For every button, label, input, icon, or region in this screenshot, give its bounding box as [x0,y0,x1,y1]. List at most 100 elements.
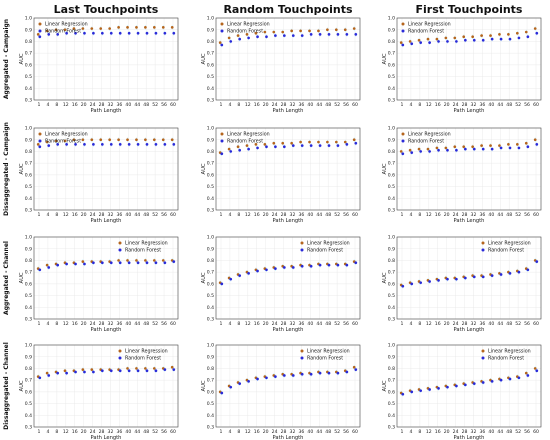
y-tick-label: 0.8 [207,258,214,264]
data-point [428,388,431,391]
x-tick-label: 28 [281,429,287,435]
data-point [256,35,259,39]
legend-entry: Linear Regression [227,22,270,28]
y-tick-label: 0.9 [25,137,32,143]
x-tick-label: 36 [479,429,485,435]
data-point [109,369,113,373]
data-point [56,371,60,375]
data-point [265,35,268,39]
y-tick-label: 0.6 [207,62,214,68]
data-point [462,35,466,39]
data-point [317,29,320,33]
x-tick-label: 40 [125,429,131,435]
plot-frame [396,236,542,320]
data-point [145,31,149,35]
legend-entry: Random Forest [307,248,343,254]
data-point [291,374,295,377]
y-tick-label: 0.8 [25,366,32,372]
data-point [170,138,174,142]
data-point [480,144,483,147]
y-tick-label: 0.3 [25,98,32,104]
data-point [38,35,42,39]
x-tick-label: 44 [316,321,322,327]
panel: 0.30.40.50.60.70.80.91.01 4 8 12 16 20 24 28 32 3… [382,343,542,440]
x-tick-label: 8 [418,321,421,327]
data-point [83,143,86,146]
x-tick-label: 60 [170,212,176,218]
data-point [535,31,539,35]
data-point [282,145,286,149]
legend-entry: Random Forest [45,29,81,35]
legend-entry: Linear Regression [307,241,350,247]
data-point [481,38,485,42]
column-title: First Touchpoints [416,3,523,16]
y-tick-label: 0.4 [207,196,214,202]
data-point [145,143,149,146]
data-point [220,43,224,47]
data-point [220,152,224,156]
data-point [481,381,485,384]
x-tick-label: 40 [125,321,131,327]
data-point [508,146,512,150]
data-point [38,376,42,380]
legend-marker [118,241,122,245]
data-point [435,146,439,150]
column-title: Last Touchpoints [54,3,159,16]
plot-frame [396,127,542,211]
x-tick-label: 40 [307,429,313,435]
data-point [135,26,138,29]
data-point [117,26,120,29]
data-point [499,146,503,150]
y-tick-label: 0.5 [25,184,32,190]
data-point [90,368,94,371]
x-tick-label: 28 [99,321,105,327]
data-point [238,37,242,41]
x-tick-label: 20 [444,212,450,218]
data-point [435,37,439,41]
x-axis-label: Path Length [273,327,304,333]
data-point [517,36,521,40]
data-point [526,374,530,377]
data-point [507,33,510,36]
x-tick-label: 48 [325,102,331,108]
data-point [533,367,537,370]
y-tick-label: 0.7 [388,161,395,167]
legend-marker [38,139,42,143]
data-point [472,275,476,279]
panel: 0.30.40.50.60.70.80.91.01 4 8 12 16 20 24 28 32 3… [201,126,361,224]
legend-entry: Linear Regression [488,241,531,247]
data-point [254,143,258,146]
data-point [399,41,403,44]
plot-frame [33,344,179,428]
x-axis-label: Path Length [91,108,122,114]
data-point [81,368,85,371]
data-point [163,143,167,146]
x-tick-label: 1 [401,102,404,108]
data-point [508,37,512,41]
x-tick-label: 8 [55,429,58,435]
panel: 0.30.40.50.60.70.80.91.01 4 8 12 16 20 24 28 32 3… [19,343,179,440]
data-point [498,144,501,147]
data-point [282,374,286,377]
data-point [154,261,158,265]
data-point [309,144,313,147]
y-tick-label: 0.5 [25,74,32,80]
legend-marker [220,29,224,33]
y-tick-label: 0.9 [207,27,214,33]
data-point [455,40,458,43]
data-point [437,40,440,43]
data-point [256,269,259,273]
data-point [463,276,467,280]
x-tick-label: 56 [524,102,530,108]
data-point [410,390,414,394]
x-axis-label: Path Length [273,218,304,224]
data-point [291,144,295,147]
y-tick-label: 0.6 [388,62,395,68]
data-point [272,141,276,145]
x-tick-label: 28 [462,212,468,218]
y-tick-label: 0.6 [388,281,395,287]
x-tick-label: 36 [116,321,122,327]
x-tick-label: 56 [343,212,349,218]
data-point [45,371,49,375]
y-tick-label: 1.0 [25,343,32,349]
